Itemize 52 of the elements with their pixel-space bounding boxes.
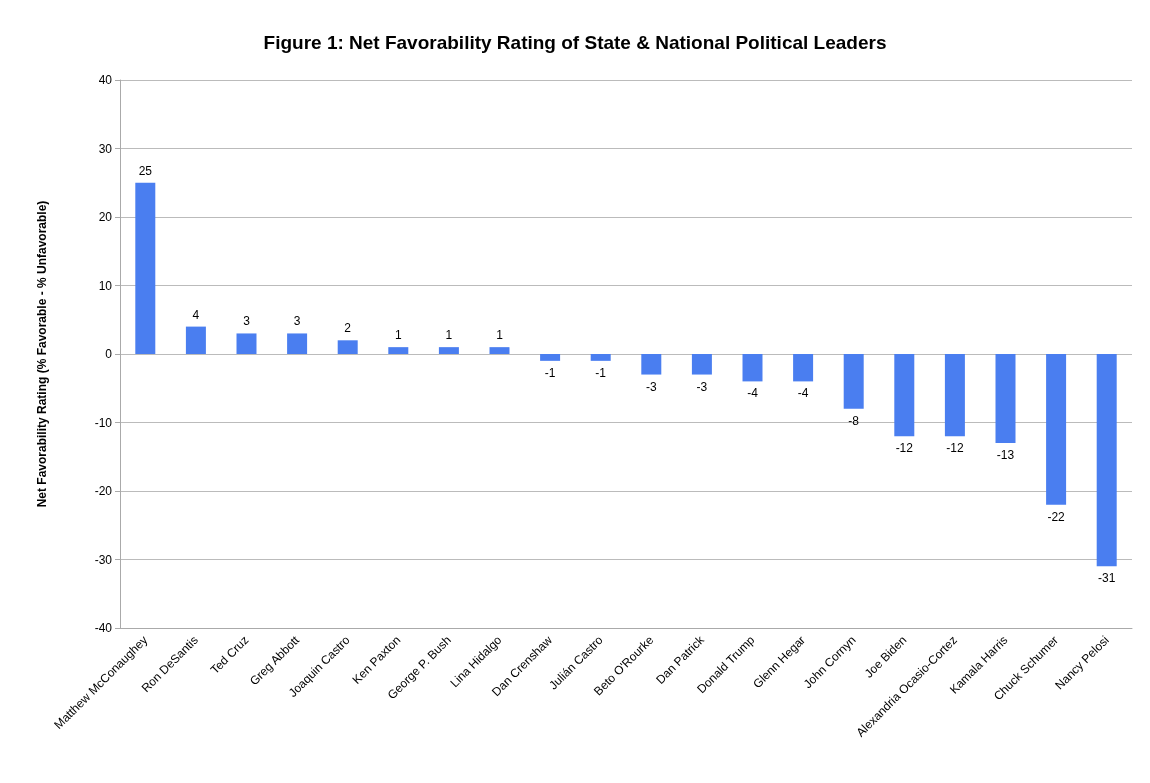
y-tick-label: -10: [94, 415, 113, 430]
y-tick-label: 20: [98, 210, 113, 224]
data-label: 4: [192, 307, 200, 322]
bar: [944, 354, 965, 437]
data-label: -1: [595, 365, 607, 380]
data-label: -13: [996, 448, 1015, 463]
data-label: -4: [747, 386, 759, 401]
bar: [1096, 354, 1117, 567]
y-tick-label: 40: [98, 73, 113, 87]
bar: [540, 354, 561, 361]
x-tick-label: Ted Cruz: [207, 633, 252, 677]
data-label: -31: [1098, 571, 1116, 586]
bar: [438, 347, 459, 354]
data-label: -4: [797, 386, 809, 401]
y-tick-label: -30: [94, 552, 113, 567]
bar: [185, 326, 206, 354]
bar: [641, 354, 662, 375]
data-label: 1: [445, 328, 453, 343]
bar: [135, 182, 156, 354]
data-label: -3: [696, 379, 708, 394]
bar: [489, 347, 510, 354]
y-tick-label: -40: [94, 621, 113, 635]
data-label: 25: [138, 163, 153, 178]
y-tick-label: 30: [98, 141, 113, 156]
bar: [995, 354, 1016, 444]
y-tick-label: 10: [98, 278, 113, 293]
bar: [793, 354, 814, 382]
bar: [843, 354, 864, 409]
data-label: 3: [243, 314, 251, 329]
y-tick-label: -20: [94, 484, 113, 498]
bar: [337, 340, 358, 354]
bar: [388, 347, 409, 354]
data-label: -12: [895, 441, 914, 456]
bar: [691, 354, 712, 375]
data-label: 1: [394, 328, 402, 343]
data-label: 3: [293, 314, 301, 329]
chart-title: Figure 1: Net Favorability Rating of State & National Political Leaders: [263, 32, 887, 53]
data-label: -3: [645, 379, 657, 394]
data-label: -1: [544, 365, 556, 380]
data-label: -8: [848, 413, 860, 428]
y-axis-title: Net Favorability Rating (% Favorable - % Unfavorable): [35, 200, 49, 508]
bar: [742, 354, 763, 382]
bar: [236, 333, 257, 354]
data-label: 2: [344, 321, 352, 336]
bar: [287, 333, 308, 354]
bar: [1046, 354, 1067, 505]
bar: [894, 354, 915, 437]
data-label: 1: [496, 328, 504, 343]
data-label: -12: [946, 441, 964, 456]
bar: [590, 354, 611, 361]
data-label: -22: [1047, 509, 1066, 524]
y-tick-label: 0: [105, 347, 113, 361]
